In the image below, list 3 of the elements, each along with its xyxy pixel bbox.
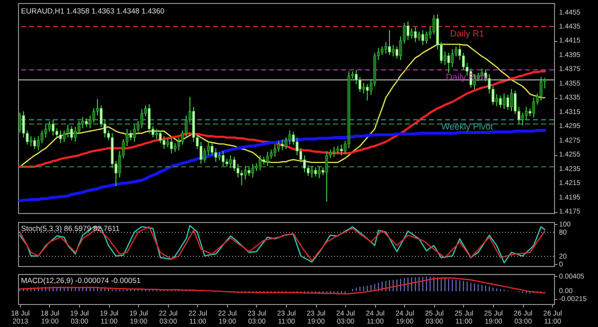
- ref-line-label: Daily Pivot: [446, 72, 489, 82]
- ref-line-label: Weekly Pivot: [441, 122, 494, 132]
- ref-line-label: Daily R1: [450, 28, 484, 38]
